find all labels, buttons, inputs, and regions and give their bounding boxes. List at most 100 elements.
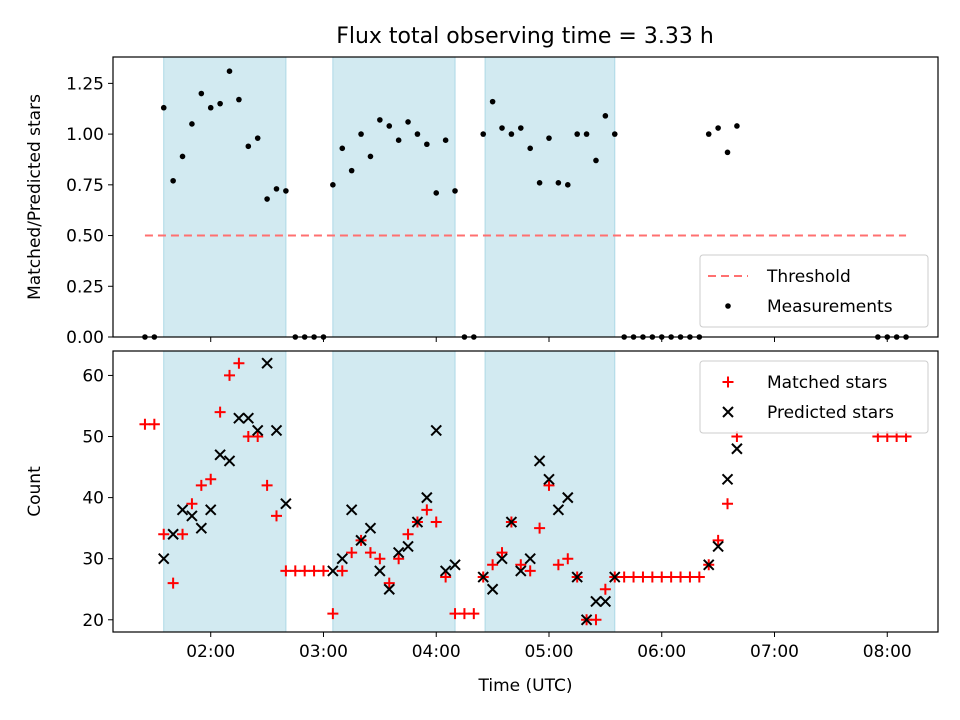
y-tick-label: 60: [82, 366, 104, 386]
predicted-stars-point: [336, 552, 348, 565]
matched-stars-point: [148, 418, 160, 430]
matched-stars-point: [430, 516, 442, 528]
matched-stars-point: [487, 559, 499, 571]
legend-matched-swatch: [722, 376, 734, 388]
predicted-stars-point: [251, 424, 264, 437]
predicted-stars-point: [345, 504, 358, 516]
predicted-stars-point: [590, 595, 602, 608]
predicted-stars-point: [327, 565, 339, 577]
measurements-point: [189, 121, 195, 127]
observing-band-3: [484, 56, 616, 338]
predicted-stars-point: [167, 528, 179, 540]
predicted-stars-point: [580, 614, 593, 626]
legend-label: Predicted stars: [767, 403, 894, 423]
matched-stars-point: [552, 559, 564, 571]
predicted-stars-point: [477, 571, 489, 583]
measurements-point: [395, 137, 402, 143]
measurements-point: [179, 153, 186, 160]
matched-stars-point: [186, 498, 198, 510]
measurements-point: [536, 179, 543, 186]
legend-label: Threshold: [766, 267, 851, 287]
predicted-stars-point: [186, 510, 198, 522]
predicted-stars-point: [449, 559, 461, 571]
predicted-stars-point: [158, 552, 170, 565]
matched-stars-point: [299, 565, 311, 577]
matched-stars-point: [684, 571, 696, 583]
predicted-stars-point: [599, 595, 612, 608]
legend: Threshold Measurements: [699, 254, 929, 328]
measurements-point: [339, 145, 346, 152]
matched-stars-point: [421, 504, 433, 516]
top-panel-ratio: 0.00 0.25 0.50 0.75 1.00 1.25 Matched/Predicte…: [25, 56, 939, 348]
x-tick-label: 08:00: [863, 642, 912, 662]
matched-stars-point: [289, 565, 301, 577]
measurements-point: [518, 125, 524, 131]
measurements-point: [283, 188, 289, 194]
predicted-stars-point: [374, 565, 386, 577]
predicted-stars-point: [364, 522, 377, 534]
matched-stars-point: [618, 571, 630, 583]
predicted-stars-point: [261, 357, 273, 369]
y-tick-label: 30: [82, 550, 104, 570]
axes-frame: [112, 56, 939, 338]
measurements-point: [452, 188, 458, 194]
matched-stars-point: [252, 431, 264, 443]
matched-stars-point: [214, 406, 226, 418]
y-tick-label: 40: [82, 489, 104, 509]
predicted-stars-point: [214, 449, 226, 461]
measurements-point: [715, 125, 721, 131]
measurements-point: [593, 157, 599, 164]
observing-band-1: [163, 350, 287, 633]
x-tick-label: 07:00: [750, 642, 799, 662]
measurements-point: [442, 137, 449, 143]
y-axis-label: Count: [25, 466, 45, 517]
legend-box: [699, 254, 929, 328]
measurements-point: [611, 131, 618, 137]
predicted-stars-point: [430, 424, 442, 437]
matched-stars-point: [449, 608, 461, 620]
measurements-point: [226, 68, 233, 75]
legend-label: Matched stars: [767, 373, 887, 393]
matched-stars-point: [308, 565, 320, 577]
predicted-stars-point: [496, 552, 508, 565]
predicted-stars-point: [562, 491, 574, 504]
measurements-point: [377, 117, 383, 123]
y-tick-label: 0.00: [66, 328, 104, 348]
measurements-point: [574, 131, 580, 137]
matched-stars-point: [393, 553, 405, 565]
matched-stars-point: [167, 577, 179, 589]
matched-stars-point: [261, 479, 273, 491]
matched-stars-point: [534, 522, 546, 534]
matched-stars-point: [599, 583, 611, 595]
predicted-stars-point: [552, 504, 565, 516]
measurements-point: [724, 149, 731, 156]
predicted-stars-point: [543, 473, 555, 485]
predicted-stars-point: [609, 571, 621, 583]
x-tick-label: 05:00: [524, 642, 573, 662]
predicted-stars-point: [571, 571, 583, 583]
measurements-point: [499, 125, 505, 131]
matched-stars-point: [468, 608, 480, 620]
measurements-point: [602, 113, 609, 119]
chart-title: Flux total observing time = 3.33 h: [336, 24, 714, 49]
matched-stars-point: [270, 510, 282, 522]
matched-stars-point: [590, 614, 602, 626]
measurements-point: [254, 135, 261, 141]
measurements-point: [583, 131, 590, 137]
matched-stars-point: [402, 528, 414, 540]
axes-frame: [112, 350, 939, 633]
measurements-point: [217, 100, 223, 107]
measurements-point: [386, 123, 393, 129]
matched-stars-point: [562, 553, 574, 565]
x-tick-label: 03:00: [299, 642, 348, 662]
predicted-stars-point: [355, 534, 367, 547]
matched-stars-point: [158, 528, 170, 540]
legend-label: Measurements: [767, 297, 893, 317]
measurements-point: [480, 131, 487, 137]
predicted-stars-point: [533, 455, 546, 467]
observing-band-2: [332, 350, 456, 633]
observing-band-2: [332, 56, 456, 338]
matched-stars-point: [675, 571, 687, 583]
matched-stars-point: [440, 571, 452, 583]
